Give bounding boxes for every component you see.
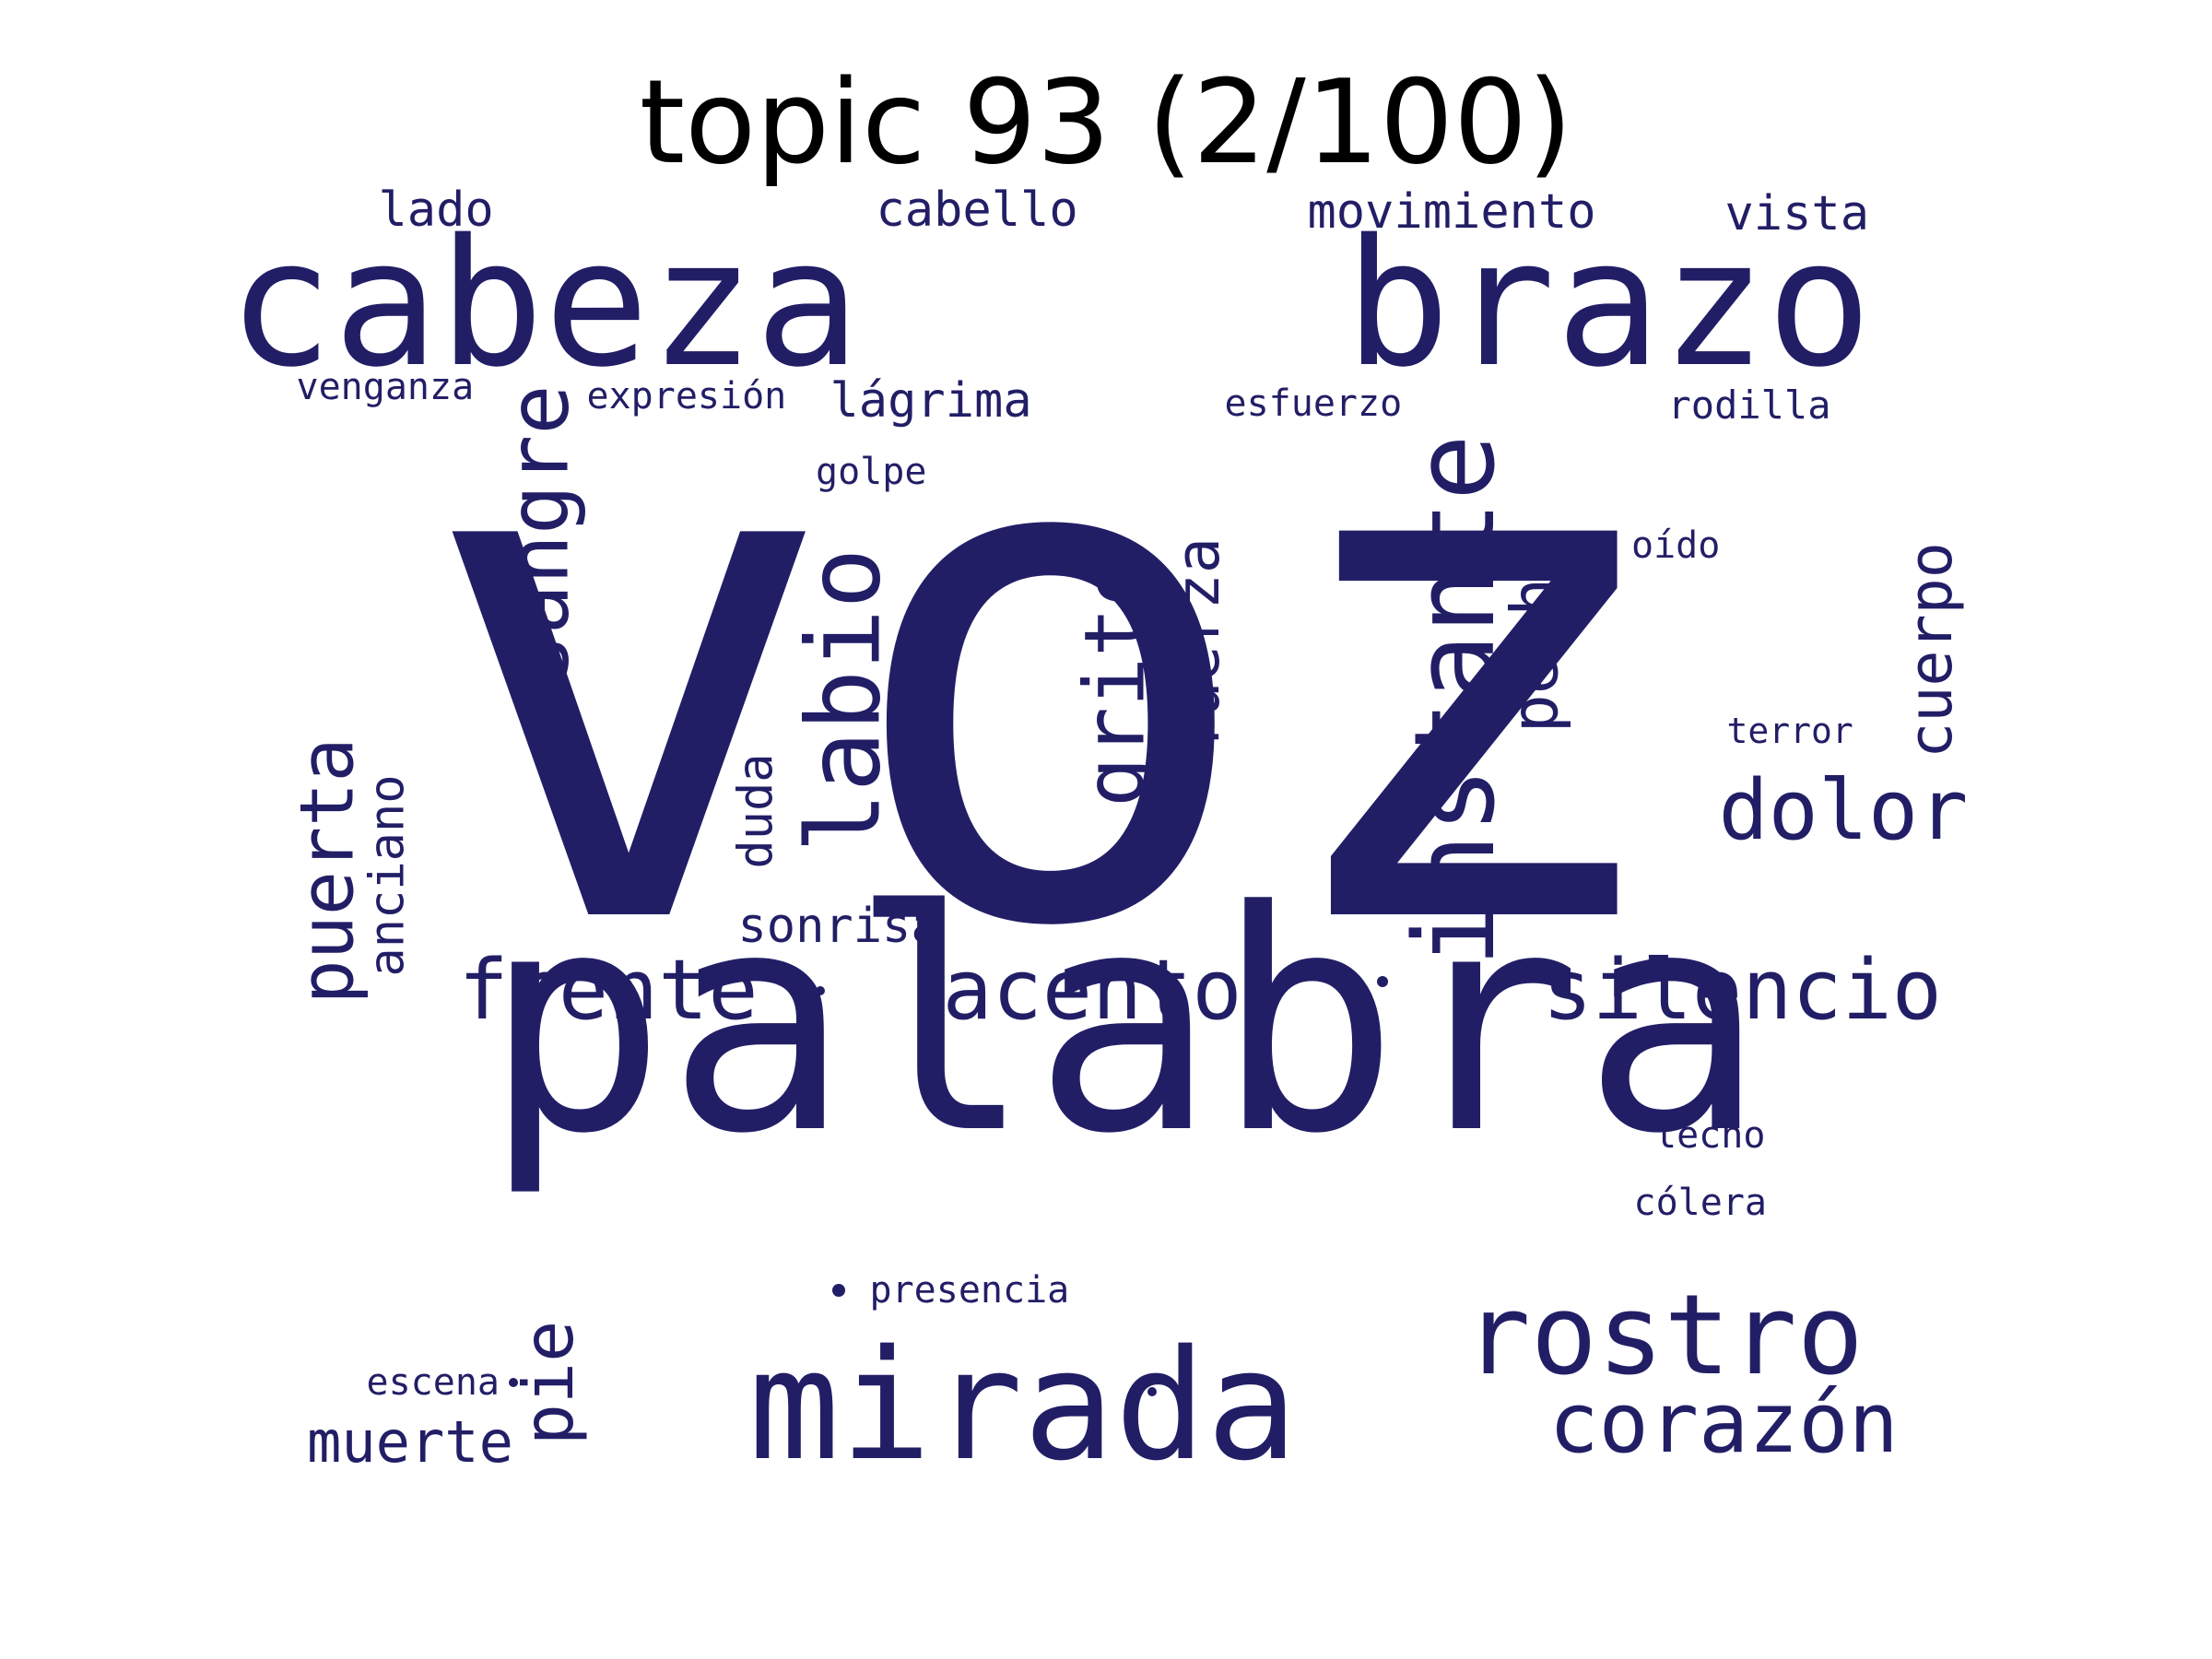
cloud-word: lado	[378, 182, 494, 238]
cloud-word: cabello	[876, 182, 1078, 238]
cloud-word: fuerza	[1163, 536, 1233, 754]
cloud-word: acento	[942, 942, 1242, 1039]
cloud-word: escena	[366, 1361, 500, 1404]
cloud-word: instante	[1391, 434, 1520, 967]
cloud-word: expresión	[586, 375, 787, 418]
cloud-word: golpe	[816, 451, 927, 493]
cloud-word: silencio	[1542, 942, 1942, 1039]
cloud-word: corazón	[1548, 1375, 1899, 1472]
cloud-word: anciano	[359, 774, 416, 977]
cloud-word: pie	[507, 1320, 589, 1445]
cloud-word: sangre	[490, 384, 588, 685]
cloud-word: terror	[1726, 711, 1853, 751]
cloud-word: lecho	[1654, 1114, 1766, 1157]
cloud-word: rostro	[1464, 1272, 1864, 1400]
cloud-word: muerte	[307, 1408, 513, 1476]
cloud-word: venganza	[296, 366, 475, 408]
cloud-word	[832, 1284, 845, 1297]
cloud-word: esfuerzo	[1224, 382, 1403, 425]
cloud-word: duda	[728, 753, 784, 869]
cloud-word: movimiento	[1307, 184, 1596, 240]
cloud-word: cólera	[1633, 1182, 1768, 1224]
cloud-word: grito	[1065, 557, 1163, 807]
cloud-word: mirada	[748, 1316, 1299, 1494]
cloud-word: labio	[784, 547, 903, 853]
cloud-word: rodilla	[1667, 382, 1831, 428]
cloud-word: cabeza	[228, 202, 861, 406]
cloud-word	[509, 1378, 518, 1387]
cloud-word: cuerpo	[1896, 541, 1966, 759]
cloud-word: presencia	[869, 1269, 1070, 1312]
cloud-word: dolor	[1718, 762, 1969, 859]
cloud-word	[1377, 976, 1388, 987]
cloud-word	[1147, 1387, 1157, 1396]
cloud-word: pecho	[1496, 538, 1572, 734]
cloud-word: frente	[458, 942, 759, 1039]
cloud-word	[816, 986, 825, 995]
cloud-title: topic 93 (2/100)	[639, 54, 1573, 190]
cloud-word: vista	[1724, 186, 1870, 241]
cloud-word: voz	[418, 265, 1684, 1080]
cloud-word: sonrisa	[737, 899, 940, 954]
cloud-word: puerta	[283, 737, 370, 1005]
cloud-word: lágrima	[830, 373, 1032, 429]
cloud-word: oído	[1631, 524, 1721, 567]
cloud-word: palabra	[483, 846, 1766, 1200]
cloud-word: brazo	[1345, 202, 1872, 406]
